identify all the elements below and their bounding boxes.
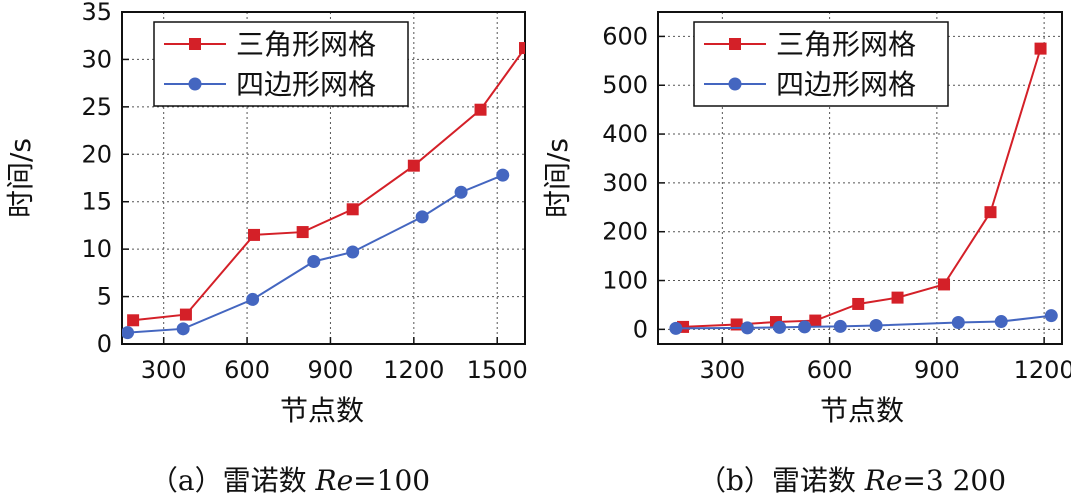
data-point-a-1-6 [454, 185, 468, 199]
caption-a: （a）雷诺数 Re=100 [150, 464, 430, 497]
data-point-b-1-0 [669, 321, 683, 335]
x-tick-label-a-1500: 1500 [467, 356, 528, 384]
legend-box-a [153, 21, 409, 107]
data-point-a-1-2 [246, 292, 260, 306]
y-tick-label-a-25: 25 [81, 93, 112, 121]
data-point-b-0-7 [984, 206, 997, 219]
data-point-a-0-4 [346, 203, 359, 216]
series-a [122, 42, 525, 340]
x-tick-label-a-300: 300 [141, 356, 187, 384]
data-point-b-1-5 [869, 318, 883, 332]
series-a-0 [127, 42, 525, 327]
y-axis-label-a: 时间/s [4, 138, 37, 218]
data-point-b-1-7 [994, 315, 1008, 329]
data-point-a-1-0 [122, 326, 135, 340]
x-tick-label-b-1200: 1200 [1014, 356, 1071, 384]
x-tick-label-b-900: 900 [914, 356, 960, 384]
x-axis-label-b: 节点数 [820, 394, 904, 427]
caption-b-var: Re [864, 464, 903, 497]
data-point-b-1-8 [1044, 309, 1058, 323]
y-tick-label-b-200: 200 [602, 218, 648, 246]
legend-marker-a-1 [188, 77, 202, 91]
series-a-1 [122, 168, 510, 340]
legend-label-a-0: 三角形网格 [236, 28, 376, 61]
y-tick-label-a-20: 20 [81, 140, 112, 168]
data-point-b-1-1 [740, 321, 754, 335]
x-tick-label-b-600: 600 [807, 356, 853, 384]
series-line-a-1 [127, 174, 504, 334]
chart-panel-b: 300 600 900 1200 0 100 200 300 400 500 600 三角形网格四边… [541, 11, 1071, 497]
plot-frame-a [121, 11, 526, 345]
data-point-a-0-1 [179, 308, 192, 321]
data-point-a-1-4 [346, 245, 360, 259]
y-tick-label-b-500: 500 [602, 71, 648, 99]
data-point-a-0-0 [127, 314, 140, 327]
y-tick-label-a-30: 30 [81, 45, 112, 73]
caption-b-prefix: （b）雷诺数 [698, 464, 865, 497]
x-tick-label-a-900: 900 [308, 356, 354, 384]
caption-a-prefix: （a）雷诺数 [150, 464, 316, 497]
data-point-a-1-3 [307, 254, 321, 268]
data-point-a-0-3 [296, 226, 309, 239]
data-point-b-1-3 [798, 320, 812, 334]
legend-label-b-1: 四边形网格 [776, 68, 916, 101]
y-tick-label-b-400: 400 [602, 120, 648, 148]
data-point-b-1-4 [833, 319, 847, 333]
series-b-1 [669, 309, 1058, 335]
y-axis-label-b: 时间/s [541, 138, 574, 218]
y-tick-label-a-0: 0 [97, 330, 112, 358]
legend-label-a-1: 四边形网格 [236, 68, 376, 101]
y-tick-label-a-10: 10 [81, 235, 112, 263]
series-b [669, 42, 1058, 335]
legend-box-b [693, 21, 949, 107]
data-point-a-0-7 [519, 42, 525, 55]
y-tick-label-a-35: 35 [81, 0, 112, 26]
caption-b-suffix: =3 200 [902, 464, 1006, 497]
series-b-0 [677, 42, 1047, 333]
data-point-a-1-1 [176, 322, 190, 336]
chart-panel-a: 300 600 900 1200 1500 0 5 10 15 20 25 30 35 三角形网格四边形… [4, 0, 528, 497]
x-tick-label-b-300: 300 [699, 356, 745, 384]
plot-frame-b [657, 11, 1063, 345]
data-point-a-0-5 [407, 159, 420, 172]
data-point-b-0-6 [938, 278, 951, 291]
y-tick-label-b-0: 0 [633, 315, 648, 343]
data-point-a-0-6 [474, 103, 487, 116]
legend-marker-b-0 [729, 38, 741, 50]
y-tick-label-b-300: 300 [602, 169, 648, 197]
data-point-b-0-4 [852, 297, 865, 310]
y-tick-label-b-600: 600 [602, 22, 648, 50]
x-tick-label-a-600: 600 [224, 356, 270, 384]
data-point-b-0-8 [1034, 42, 1047, 55]
data-point-b-0-5 [891, 291, 904, 304]
data-point-b-1-2 [773, 320, 787, 334]
y-tick-label-a-5: 5 [97, 283, 112, 311]
data-point-a-0-2 [248, 228, 261, 241]
data-point-a-1-5 [415, 210, 429, 224]
y-tick-label-b-100: 100 [602, 267, 648, 295]
caption-a-suffix: =100 [353, 464, 430, 497]
data-point-b-1-6 [951, 316, 965, 330]
legend-marker-a-0 [189, 38, 201, 50]
y-tick-label-a-15: 15 [81, 188, 112, 216]
ticks-a: 300 600 900 1200 1500 0 5 10 15 20 25 30 35 [81, 0, 527, 384]
ticks-b: 300 600 900 1200 0 100 200 300 400 500 600 [602, 22, 1071, 384]
caption-b: （b）雷诺数 Re=3 200 [698, 464, 1006, 497]
data-point-a-1-7 [496, 168, 510, 182]
legend-marker-b-1 [728, 77, 742, 91]
caption-a-var: Re [315, 464, 354, 497]
x-tick-label-a-1200: 1200 [383, 356, 444, 384]
series-line-a-0 [133, 47, 525, 322]
data-point-b-0-3 [809, 314, 822, 327]
legend-label-b-0: 三角形网格 [776, 28, 916, 61]
x-axis-label-a: 节点数 [280, 394, 364, 427]
